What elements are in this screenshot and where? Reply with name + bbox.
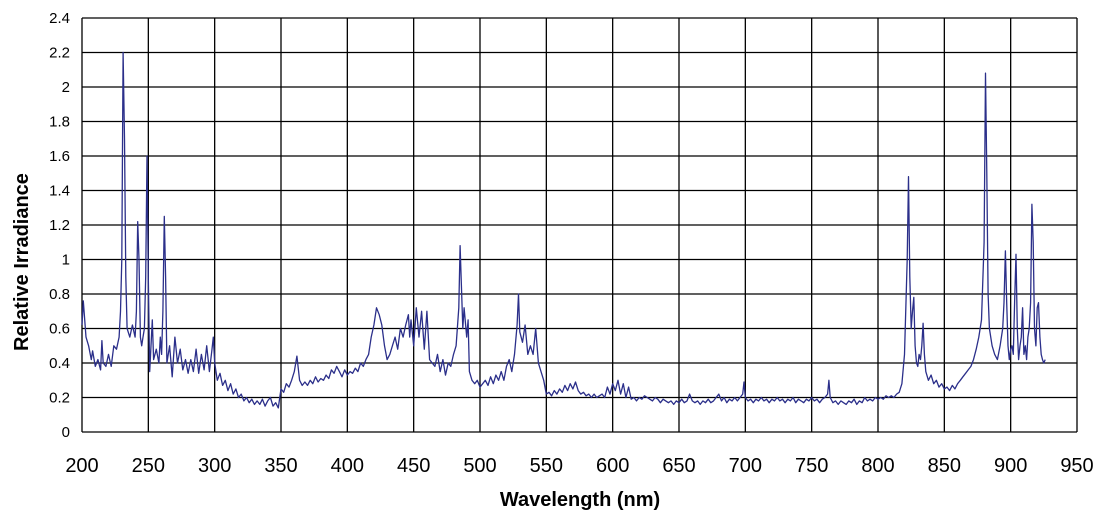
x-tick-label: 650 [662,455,695,477]
x-tick-label: 750 [795,455,828,477]
x-tick-label: 900 [994,455,1027,477]
x-tick-label: 500 [463,455,496,477]
x-tick-label: 200 [65,455,98,477]
x-axis-ticks: 200 250 300 350 400 450 500 550 600 650 700 750 800 8… [65,455,1093,477]
x-tick-label: 300 [198,455,231,477]
y-axis-ticks: 0 0.2 0.4 0.6 0.8 1 1.2 1.4 1.6 1.8 2 2.2 2.4 [49,10,70,441]
y-tick-label: 0.2 [49,390,70,407]
y-tick-label: 2 [62,79,70,96]
y-tick-label: 0 [62,424,70,441]
irradiance-series-line [81,51,1046,409]
x-tick-label: 550 [530,455,563,477]
x-tick-label: 600 [596,455,629,477]
y-axis-title: Relative Irradiance [11,173,33,351]
x-tick-label: 450 [397,455,430,477]
x-axis-title: Wavelength (nm) [500,489,660,511]
y-tick-label: 0.4 [49,355,70,372]
y-tick-label: 0.8 [49,286,70,303]
x-tick-label: 400 [331,455,364,477]
x-tick-label: 950 [1060,455,1093,477]
y-tick-label: 1.8 [49,114,70,131]
y-tick-label: 1.6 [49,148,70,165]
y-tick-label: 2.2 [49,45,70,62]
x-tick-label: 850 [928,455,961,477]
grid [81,17,1078,433]
y-tick-label: 1.2 [49,217,70,234]
y-tick-label: 1.4 [49,183,70,200]
x-tick-label: 700 [729,455,762,477]
y-tick-label: 2.4 [49,10,70,27]
x-tick-label: 800 [861,455,894,477]
x-tick-label: 250 [132,455,165,477]
x-tick-label: 350 [264,455,297,477]
y-tick-label: 0.6 [49,321,70,338]
y-tick-label: 1 [62,252,70,269]
